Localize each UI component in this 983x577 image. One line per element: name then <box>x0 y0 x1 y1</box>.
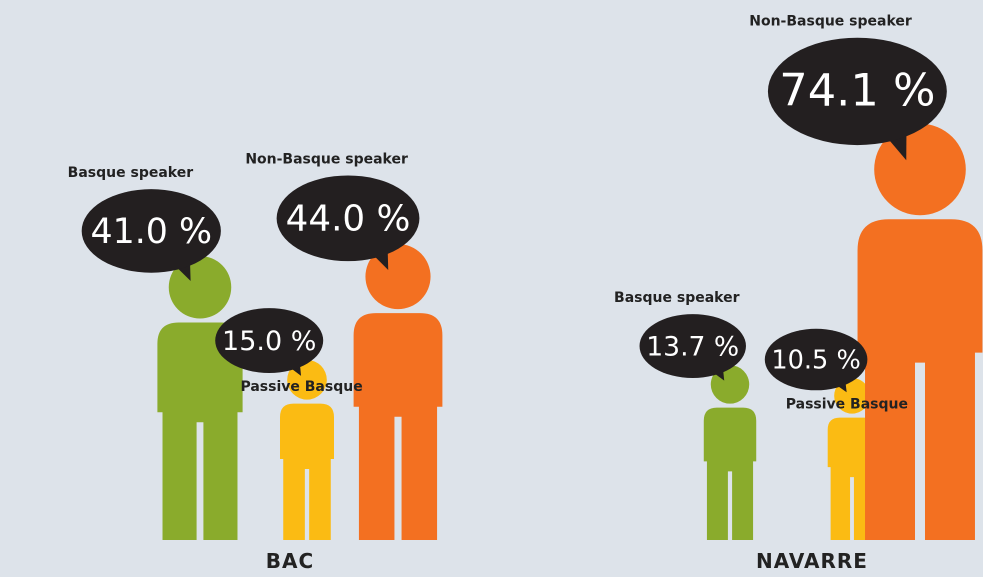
category-label: Passive Basque <box>786 396 908 412</box>
value-label: 41.0 % <box>90 212 212 252</box>
infographic: BAC 41.0 % Basque speaker 15.0 % Passive Bas… <box>0 0 983 577</box>
chart-title: NAVARRE <box>756 549 868 573</box>
value-label: 44.0 % <box>286 198 411 239</box>
category-label: Non-Basque speaker <box>749 14 912 30</box>
category-label: Basque speaker <box>614 290 740 306</box>
category-label: Basque speaker <box>68 165 194 181</box>
value-label: 13.7 % <box>646 332 739 363</box>
value-label: 15.0 % <box>222 326 316 357</box>
value-label: 10.5 % <box>771 346 860 376</box>
value-label: 74.1 % <box>779 64 935 116</box>
chart-title: BAC <box>266 549 314 573</box>
category-label: Passive Basque <box>240 379 362 395</box>
category-label: Non-Basque speaker <box>245 151 408 167</box>
